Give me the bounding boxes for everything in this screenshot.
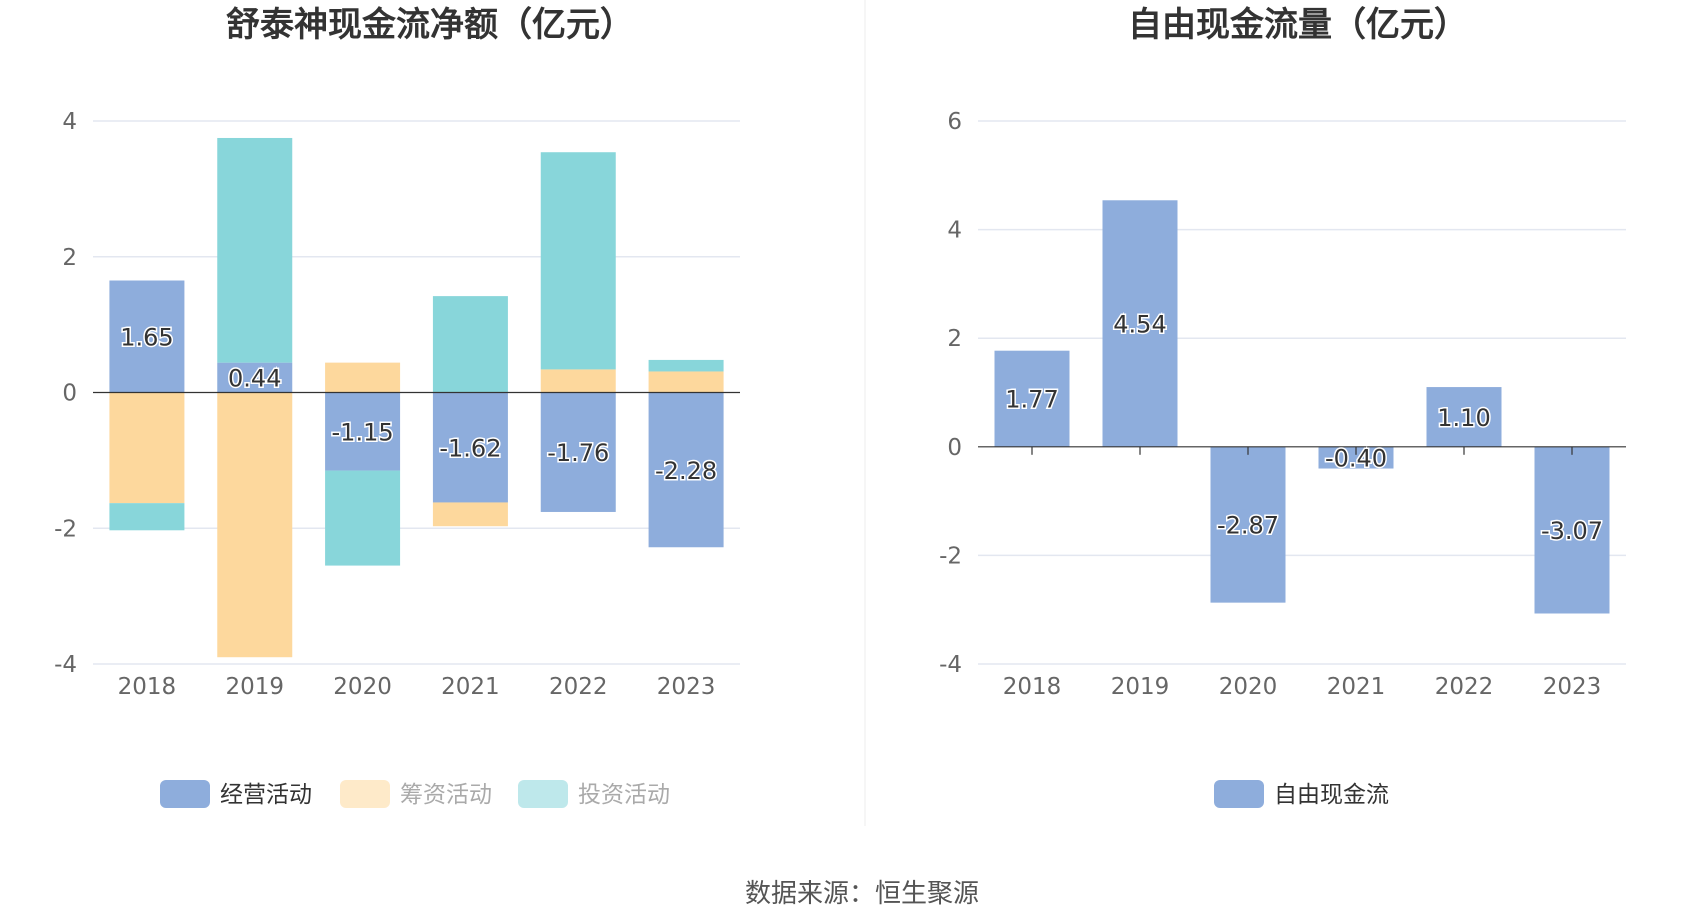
legend-swatch (518, 780, 568, 808)
chart-title: 舒泰神现金流净额（亿元） (226, 5, 634, 45)
x-tick-label: 2019 (1111, 674, 1170, 700)
bar (994, 350, 1070, 447)
bar (648, 371, 724, 393)
data-label: 1.65 (120, 324, 173, 352)
bar (217, 362, 293, 393)
data-label: -1.76 (547, 439, 609, 467)
y-tick-label: 2 (947, 326, 962, 352)
chart-title: 自由现金流量（亿元） (1128, 5, 1468, 45)
bar (109, 392, 185, 504)
data-label: 4.54 (1113, 311, 1166, 339)
bar (217, 392, 293, 658)
x-tick-label: 2021 (441, 674, 500, 700)
bar (1534, 446, 1610, 614)
y-tick-label: 0 (947, 435, 962, 461)
legend-swatch (1214, 780, 1264, 808)
x-tick-label: 2020 (333, 674, 392, 700)
data-label: -0.40 (1325, 445, 1387, 473)
data-label: 1.10 (1437, 404, 1490, 432)
legend-label: 自由现金流 (1274, 782, 1389, 808)
y-tick-label: 6 (947, 109, 962, 135)
bar (1426, 387, 1502, 447)
data-label: -1.62 (439, 434, 501, 462)
bar (540, 392, 616, 512)
legend-label: 经营活动 (220, 782, 312, 808)
bar (325, 362, 401, 393)
bar (109, 280, 185, 393)
bar (540, 369, 616, 393)
bar (432, 502, 508, 527)
bar (1210, 446, 1286, 603)
data-label: -1.15 (332, 419, 394, 447)
bar (109, 503, 185, 531)
x-tick-label: 2020 (1219, 674, 1278, 700)
legend-label: 投资活动 (578, 782, 670, 808)
x-tick-label: 2022 (549, 674, 608, 700)
y-tick-label: -2 (54, 516, 77, 542)
data-label: 1.77 (1005, 386, 1058, 414)
bar (432, 296, 508, 393)
data-label: -2.87 (1217, 512, 1279, 540)
y-tick-label: -4 (54, 652, 77, 678)
legend-swatch (160, 780, 210, 808)
legend-swatch (340, 780, 390, 808)
x-tick-label: 2018 (118, 674, 177, 700)
bar (217, 137, 293, 363)
x-tick-label: 2018 (1003, 674, 1062, 700)
y-tick-label: -2 (939, 543, 962, 569)
x-tick-label: 2023 (1543, 674, 1602, 700)
legend-label: 筹资活动 (400, 782, 492, 808)
x-tick-label: 2019 (225, 674, 284, 700)
data-source: 数据来源：恒生聚源 (745, 879, 979, 909)
bar (540, 152, 616, 370)
bar (325, 470, 401, 566)
cash-flow-net-chart: 舒泰神现金流净额（亿元） 4 2 0 -2 -4 1.65 0.44 -1.15 -1.62 -1… (54, 5, 740, 808)
x-tick-label: 2021 (1327, 674, 1386, 700)
y-tick-label: 4 (947, 218, 962, 244)
x-tick-label: 2023 (657, 674, 716, 700)
x-tick-label: 2022 (1435, 674, 1494, 700)
data-label: -3.07 (1541, 517, 1603, 545)
y-tick-label: 2 (62, 245, 77, 271)
bar (325, 392, 401, 471)
data-label: 0.44 (228, 365, 281, 393)
bar (648, 359, 724, 372)
bar (1318, 446, 1394, 469)
bar (1102, 200, 1178, 447)
bar (648, 392, 724, 548)
bar (432, 392, 508, 503)
y-tick-label: 4 (62, 109, 77, 135)
data-label: -2.28 (655, 457, 717, 485)
y-tick-label: -4 (939, 652, 962, 678)
y-tick-label: 0 (62, 381, 77, 407)
free-cash-flow-chart: 自由现金流量（亿元） 6 4 2 0 -2 -4 1.77 4.54 -2.87 -0.40 1.1… (939, 5, 1626, 808)
